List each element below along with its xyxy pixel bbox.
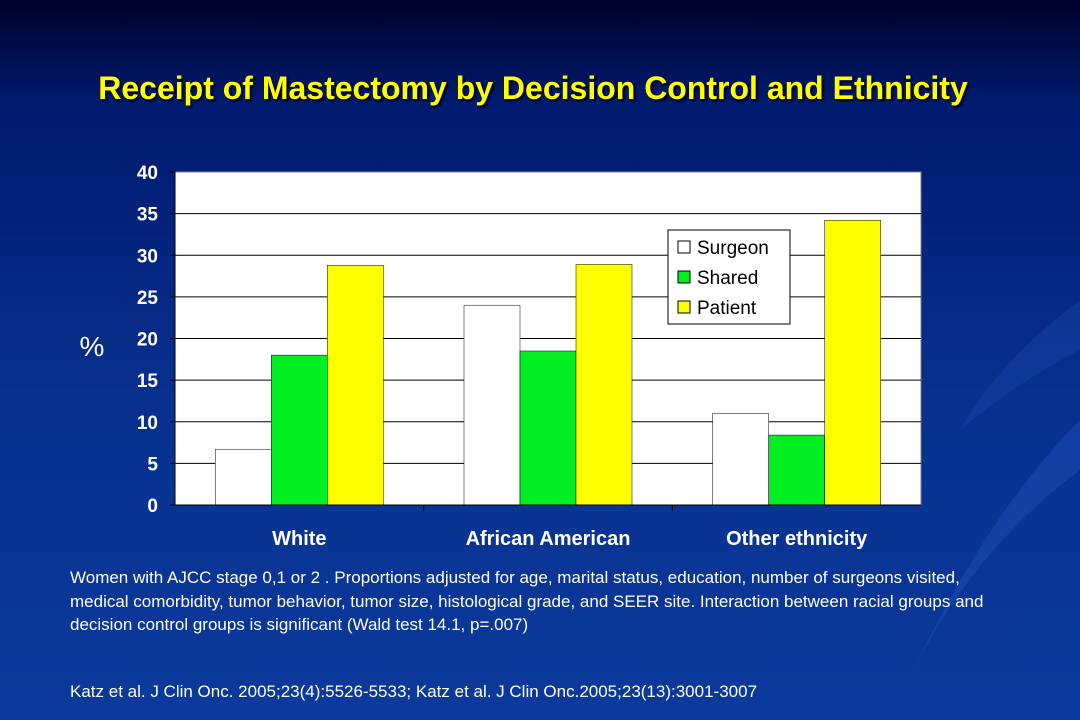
x-tick-label: White: [272, 528, 326, 550]
bars: [215, 220, 881, 506]
slide-title: Receipt of Mastectomy by Decision Contro…: [98, 70, 968, 106]
y-tick-label: 5: [147, 454, 158, 475]
bar-shared: [519, 350, 577, 506]
legend-label: Surgeon: [697, 238, 769, 259]
bar-shared: [768, 434, 825, 506]
legend-label: Patient: [697, 298, 757, 319]
bar-surgeon: [463, 304, 521, 506]
x-tick-label: Other ethnicity: [726, 528, 868, 550]
bar-surgeon: [215, 448, 272, 506]
citation: Katz et al. J Clin Onc. 2005;23(4):5526-…: [70, 682, 758, 701]
y-tick-label: 30: [137, 246, 158, 267]
y-ticks: 0 5 10 15 20 25 30 35 40: [137, 163, 175, 517]
bar-shared: [271, 354, 328, 506]
legend-swatch-surgeon: [677, 240, 691, 254]
legend: Surgeon Shared Patient: [667, 229, 791, 325]
legend-swatch-patient: [677, 300, 691, 314]
legend-swatch-shared: [677, 270, 691, 284]
y-tick-label: 40: [137, 163, 158, 184]
legend-label: Shared: [697, 268, 758, 289]
y-tick-label: 35: [137, 205, 159, 226]
y-tick-label: 10: [137, 413, 158, 434]
x-tick-labels: White African American Other ethnicity: [272, 505, 868, 550]
y-tick-label: 20: [137, 330, 158, 351]
y-tick-label: 25: [137, 288, 159, 309]
y-tick-label: 0: [147, 496, 158, 517]
footnote-caption: Women with AJCC stage 0,1 or 2 . Proport…: [70, 568, 984, 634]
bar-patient: [824, 220, 881, 506]
x-tick-label: African American: [466, 528, 631, 550]
y-axis-label: %: [80, 331, 105, 362]
y-tick-label: 15: [137, 371, 159, 392]
bar-patient: [575, 264, 633, 506]
bar-surgeon: [712, 413, 769, 506]
bar-patient: [327, 264, 384, 506]
